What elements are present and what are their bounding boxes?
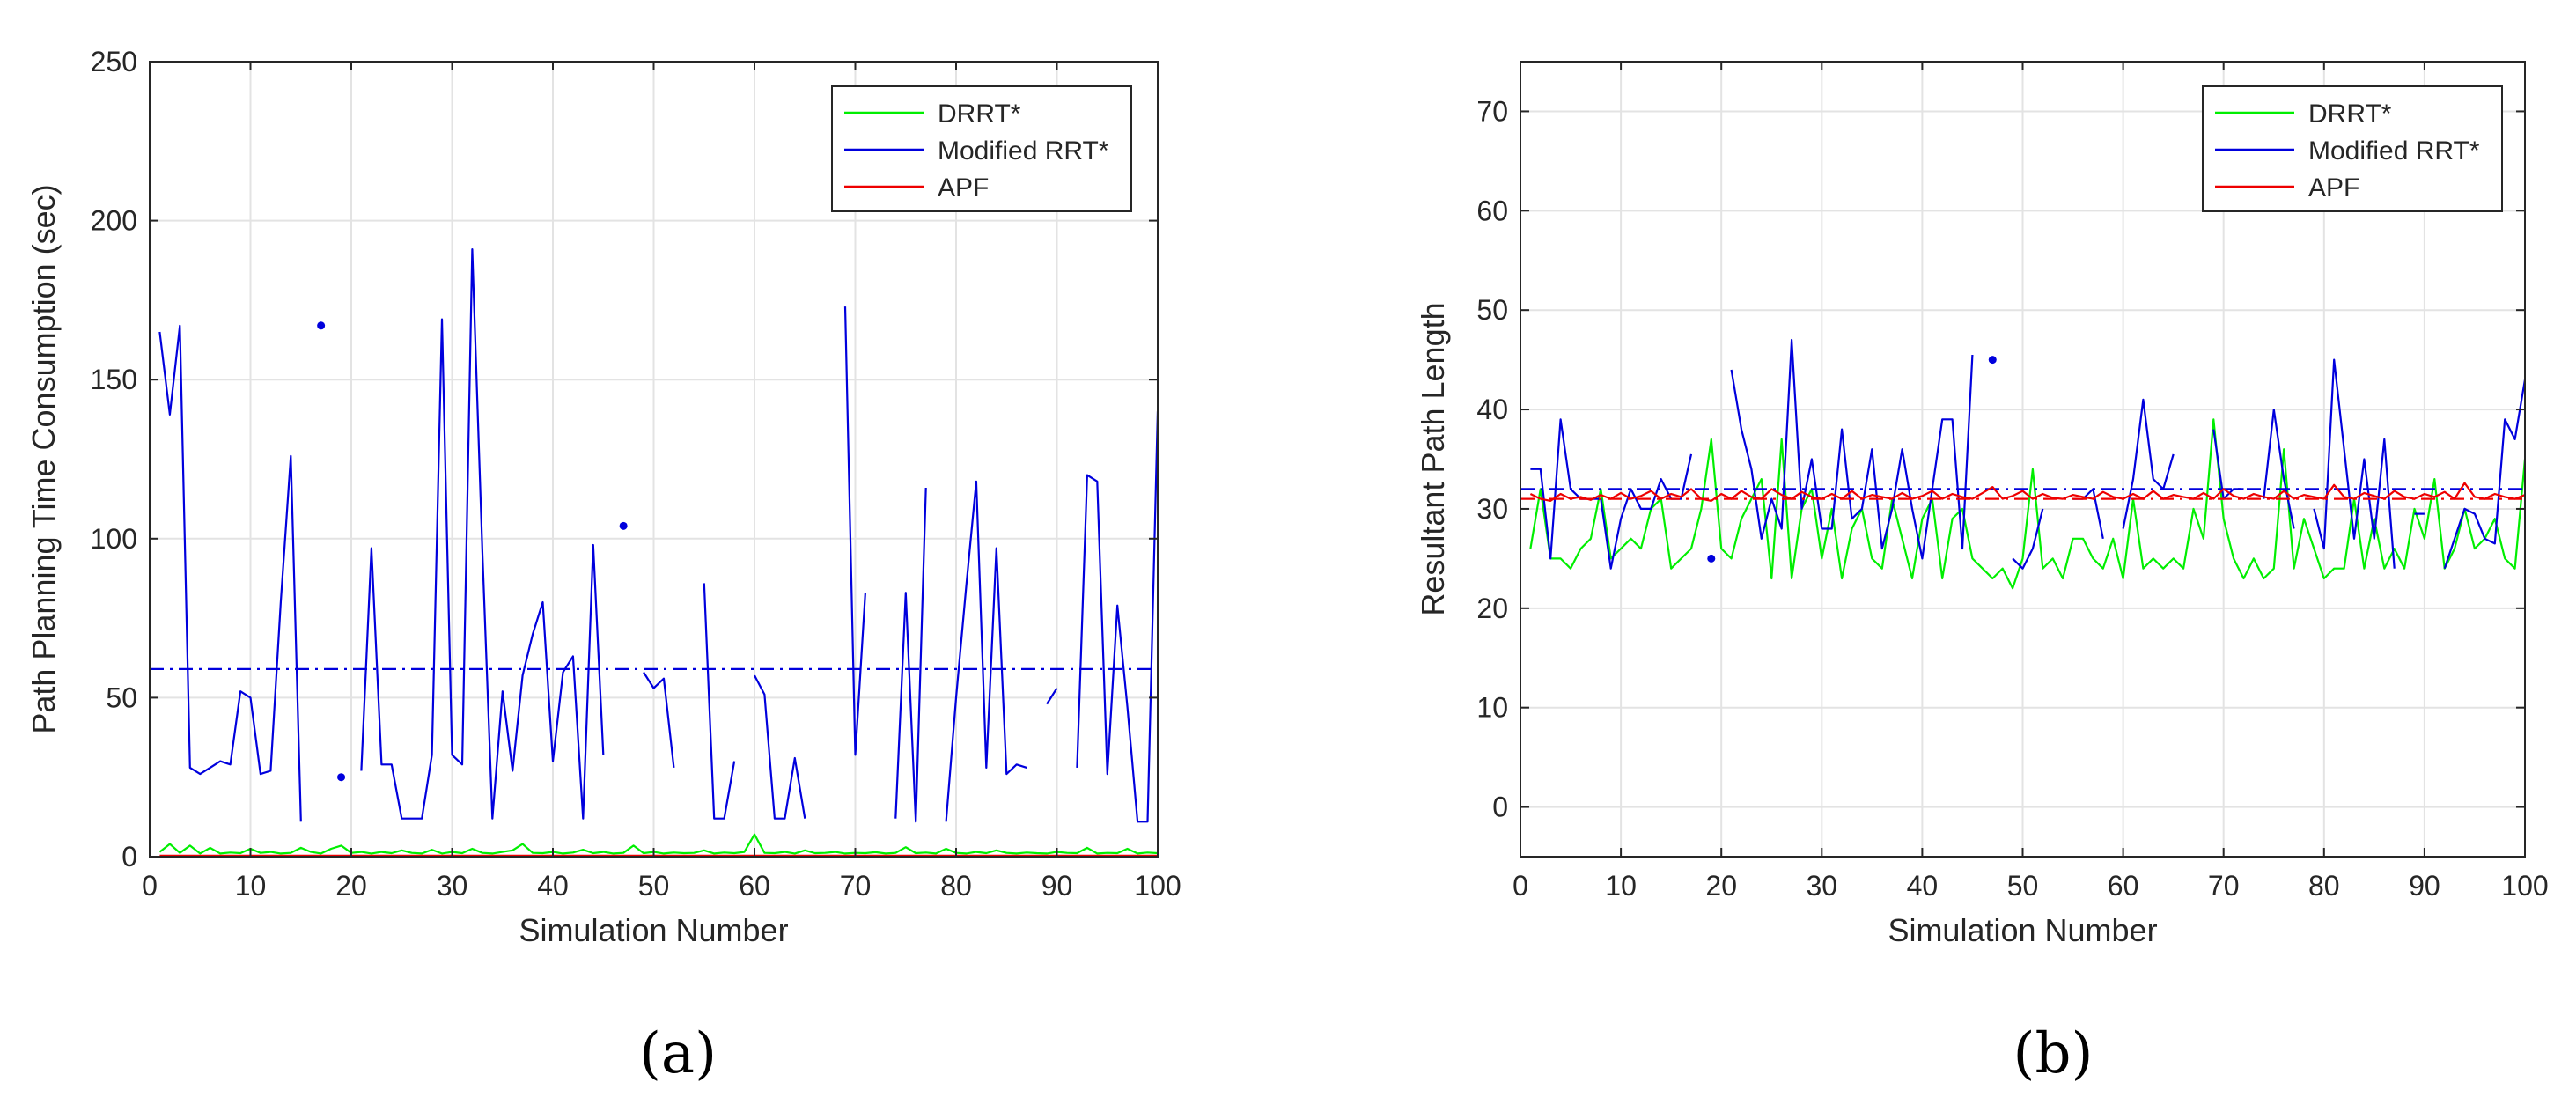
- series-drrt--line: [1529, 418, 2525, 590]
- panel-label-a: (a): [639, 1021, 717, 1086]
- x-tick-label: 20: [335, 870, 367, 902]
- series-modified-rrt--point: [337, 773, 346, 782]
- data-layer: [150, 248, 1158, 857]
- legend-entry: DRRT*: [938, 99, 1021, 129]
- series-modified-rrt--line: [2313, 358, 2396, 569]
- y-tick-label: 20: [1476, 593, 1508, 624]
- x-tick-label: 100: [2501, 870, 2548, 902]
- series-modified-rrt--point: [1988, 356, 1997, 365]
- x-tick-label: 40: [537, 870, 569, 902]
- legend-entry: Modified RRT*: [938, 136, 1109, 166]
- y-axis-label: Resultant Path Length: [1415, 302, 1451, 615]
- legend: DRRT* Modified RRT* APF: [831, 85, 1132, 212]
- x-tick-label: 60: [739, 870, 770, 902]
- y-tick-label: 0: [121, 841, 137, 873]
- series-modified-rrt--line: [1530, 418, 1693, 570]
- series-modified-rrt--line: [2212, 429, 2244, 500]
- series-modified-rrt--line: [2012, 508, 2044, 570]
- x-axis-label: Simulation Number: [1888, 912, 2157, 948]
- series-modified-rrt--line: [843, 306, 866, 756]
- series-modified-rrt--line: [158, 324, 302, 822]
- x-tick-label: 30: [1807, 870, 1838, 902]
- y-tick-label: 0: [1492, 792, 1508, 823]
- series-modified-rrt--line: [1046, 688, 1058, 705]
- y-tick-label: 200: [91, 205, 137, 237]
- series-modified-rrt--line: [2122, 398, 2175, 529]
- series-modified-rrt--point: [1707, 554, 1716, 563]
- y-axis-label: Path Planning Time Consumption (sec): [26, 184, 62, 733]
- y-tick-label: 50: [106, 681, 137, 713]
- x-tick-label: 70: [2208, 870, 2240, 902]
- legend-entry: Modified RRT*: [2308, 136, 2480, 166]
- x-tick-label: 100: [1134, 870, 1181, 902]
- y-tick-label: 10: [1476, 692, 1508, 724]
- x-tick-label: 50: [2007, 870, 2039, 902]
- x-tick-label: 50: [638, 870, 670, 902]
- legend-entry: DRRT*: [2308, 99, 2392, 129]
- series-modified-rrt--point: [317, 321, 326, 330]
- series-modified-rrt--line: [2263, 409, 2295, 529]
- x-tick-label: 40: [1907, 870, 1939, 902]
- y-tick-label: 150: [91, 364, 137, 395]
- series-drrt--line: [158, 833, 1158, 855]
- x-tick-label: 10: [235, 870, 267, 902]
- y-tick-label: 40: [1476, 394, 1508, 425]
- x-tick-label: 80: [2308, 870, 2340, 902]
- x-tick-label: 30: [437, 870, 468, 902]
- data-layer: [1520, 338, 2525, 590]
- panel-label-b: (b): [2013, 1021, 2094, 1086]
- y-tick-label: 50: [1476, 294, 1508, 326]
- series-modified-rrt--line: [754, 674, 806, 820]
- legend: DRRT* Modified RRT* APF: [2202, 85, 2503, 212]
- legend-entry: APF: [2308, 173, 2359, 203]
- series-modified-rrt--line: [945, 480, 1027, 822]
- x-tick-label: 90: [2409, 870, 2440, 902]
- series-modified-rrt--line: [1076, 411, 1158, 823]
- x-tick-label: 90: [1041, 870, 1073, 902]
- y-tick-label: 30: [1476, 493, 1508, 525]
- y-tick-label: 70: [1476, 95, 1508, 127]
- series-modified-rrt--line: [1730, 338, 1974, 560]
- x-tick-label: 0: [1512, 870, 1528, 902]
- series-apf-line: [1529, 482, 2525, 503]
- x-tick-label: 60: [2108, 870, 2139, 902]
- y-tick-label: 100: [91, 523, 137, 555]
- x-tick-label: 80: [940, 870, 972, 902]
- y-tick-label: 250: [91, 46, 137, 77]
- x-axis-label: Simulation Number: [519, 912, 788, 948]
- series-modified-rrt--line: [2443, 379, 2525, 570]
- series-modified-rrt--line: [894, 487, 927, 823]
- series-modified-rrt--line: [643, 671, 675, 769]
- x-tick-label: 0: [142, 870, 158, 902]
- series-modified-rrt--line: [703, 583, 736, 820]
- chart-b: 0 10 20 30 40 50 60 70 80 90 100 0 10 20 30 40 50 60 70 Sim…: [1415, 61, 2549, 948]
- series-modified-rrt--line: [360, 248, 605, 820]
- series-modified-rrt--point: [619, 521, 628, 530]
- y-tick-label: 60: [1476, 195, 1508, 226]
- x-tick-label: 70: [840, 870, 872, 902]
- legend-entry: APF: [938, 173, 989, 203]
- chart-a: 0 10 20 30 40 50 60 70 80 90 100 0 50 100 150 200 250 Sim…: [26, 46, 1181, 948]
- x-tick-label: 20: [1705, 870, 1737, 902]
- x-tick-label: 10: [1605, 870, 1637, 902]
